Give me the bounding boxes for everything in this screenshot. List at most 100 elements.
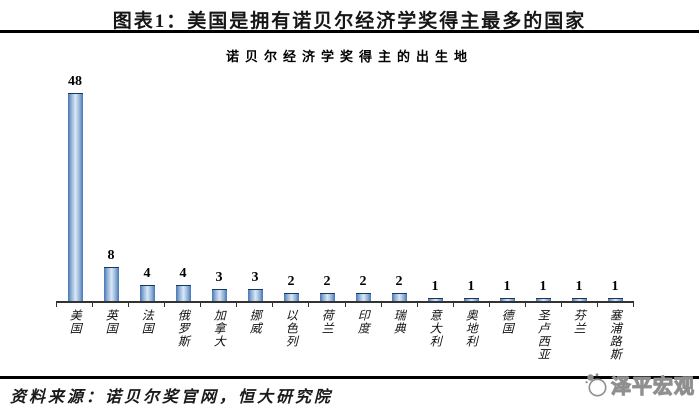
bar-value-label: 2	[395, 274, 403, 290]
axis-tick	[92, 303, 93, 307]
bar-slot: 8	[93, 64, 129, 302]
bar-value-label: 48	[68, 74, 82, 90]
axis-tick	[381, 303, 382, 307]
x-axis-category: 加拿大	[201, 309, 237, 348]
plot-area: 48 8 4 4 3 3 2 2 2 2 1 1 1 1 1 1	[57, 64, 633, 302]
bar-slot: 1	[561, 64, 597, 302]
bar-slot: 1	[489, 64, 525, 302]
bar-value-label: 1	[611, 278, 619, 294]
bar-value-label: 2	[287, 274, 295, 290]
x-axis-category: 英国	[93, 309, 129, 335]
x-axis-category-label: 加拿大	[212, 309, 227, 348]
bar	[247, 288, 263, 302]
axis-tick	[200, 303, 201, 307]
bar-slot: 1	[453, 64, 489, 302]
source-note: 资料来源：诺贝尔奖官网，恒大研究院	[10, 389, 334, 406]
chart-title: 诺贝尔经济学奖得主的出生地	[225, 49, 473, 64]
bar-slot: 48	[57, 64, 93, 302]
axis-tick	[272, 303, 273, 307]
bar-slot: 2	[273, 64, 309, 302]
bar	[535, 297, 551, 302]
x-axis-category-label: 以色列	[284, 309, 299, 348]
x-axis-category: 美国	[57, 309, 93, 335]
axis-tick	[597, 303, 598, 307]
bar-value-label: 1	[539, 278, 547, 294]
top-divider-line	[0, 30, 699, 33]
x-axis-category: 俄罗斯	[165, 309, 201, 348]
x-axis-category-label: 芬兰	[572, 309, 587, 335]
bar-slot: 2	[309, 64, 345, 302]
bar	[499, 297, 515, 302]
x-axis-category: 塞浦路斯	[597, 309, 633, 361]
bar	[427, 297, 443, 302]
x-axis-category: 法国	[129, 309, 165, 335]
bar-value-label: 4	[143, 265, 151, 281]
bar-slot: 1	[525, 64, 561, 302]
bar-slot: 2	[381, 64, 417, 302]
bar	[571, 297, 587, 302]
bar	[319, 293, 335, 302]
axis-tick	[308, 303, 309, 307]
x-axis-category-label: 印度	[356, 309, 371, 335]
bar	[67, 93, 83, 302]
bar	[103, 267, 119, 302]
bar	[355, 293, 371, 302]
axis-tick	[56, 303, 57, 307]
axis-tick	[633, 303, 634, 307]
x-axis-category-label: 英国	[104, 309, 119, 335]
bar	[211, 288, 227, 302]
x-axis-category-label: 瑞典	[392, 309, 407, 335]
x-axis-category: 瑞典	[381, 309, 417, 335]
x-axis-category-label: 圣卢西亚	[536, 309, 551, 361]
axis-tick	[345, 303, 346, 307]
x-axis-category-label: 法国	[140, 309, 155, 335]
figure-caption: 图表1：美国是拥有诺贝尔经济学奖得主最多的国家	[112, 11, 587, 32]
x-axis-category: 挪威	[237, 309, 273, 335]
x-axis-category: 奥地利	[453, 309, 489, 348]
axis-tick	[128, 303, 129, 307]
bar-value-label: 3	[215, 269, 223, 285]
x-axis-category-label: 奥地利	[464, 309, 479, 348]
axis-tick	[489, 303, 490, 307]
x-axis-category: 圣卢西亚	[525, 309, 561, 361]
bottom-divider-line	[0, 376, 699, 379]
bar-value-label: 1	[467, 278, 475, 294]
x-axis-category: 以色列	[273, 309, 309, 348]
bar	[391, 293, 407, 302]
bar	[463, 297, 479, 302]
axis-tick	[453, 303, 454, 307]
x-axis-category-label: 德国	[500, 309, 515, 335]
x-axis-category-label: 美国	[68, 309, 83, 335]
x-axis-category: 芬兰	[561, 309, 597, 335]
bar-slot: 1	[417, 64, 453, 302]
x-axis-category: 印度	[345, 309, 381, 335]
x-axis-category: 德国	[489, 309, 525, 335]
bar	[607, 297, 623, 302]
bar-slot: 3	[237, 64, 273, 302]
bar-value-label: 1	[503, 278, 511, 294]
bar-slot: 4	[165, 64, 201, 302]
bar	[175, 284, 191, 302]
bar-slot: 2	[345, 64, 381, 302]
x-axis-category-label: 俄罗斯	[176, 309, 191, 348]
x-axis-category-label: 意大利	[428, 309, 443, 348]
bar-slot: 4	[129, 64, 165, 302]
x-axis-ticks	[56, 303, 634, 308]
x-axis-category: 荷兰	[309, 309, 345, 335]
x-axis-category: 意大利	[417, 309, 453, 348]
bar-value-label: 1	[575, 278, 583, 294]
x-axis-category-label: 塞浦路斯	[608, 309, 623, 361]
axis-tick	[236, 303, 237, 307]
axis-tick	[525, 303, 526, 307]
bar-value-label: 8	[107, 248, 115, 264]
watermark-logo-icon	[585, 373, 607, 397]
watermark-text: 泽平宏观	[611, 376, 695, 399]
bar-value-label: 1	[431, 278, 439, 294]
axis-tick	[561, 303, 562, 307]
bar-value-label: 2	[359, 274, 367, 290]
bar-slot: 1	[597, 64, 633, 302]
x-axis-category-label: 荷兰	[320, 309, 335, 335]
x-axis-category-label: 挪威	[248, 309, 263, 335]
x-axis-labels: 美国 英国 法国 俄罗斯 加拿大 挪威 以色列 荷兰 印度 瑞典 意大利 奥地利 德国 圣卢西亚 芬兰 塞浦路…	[57, 309, 633, 361]
bar-slot: 3	[201, 64, 237, 302]
